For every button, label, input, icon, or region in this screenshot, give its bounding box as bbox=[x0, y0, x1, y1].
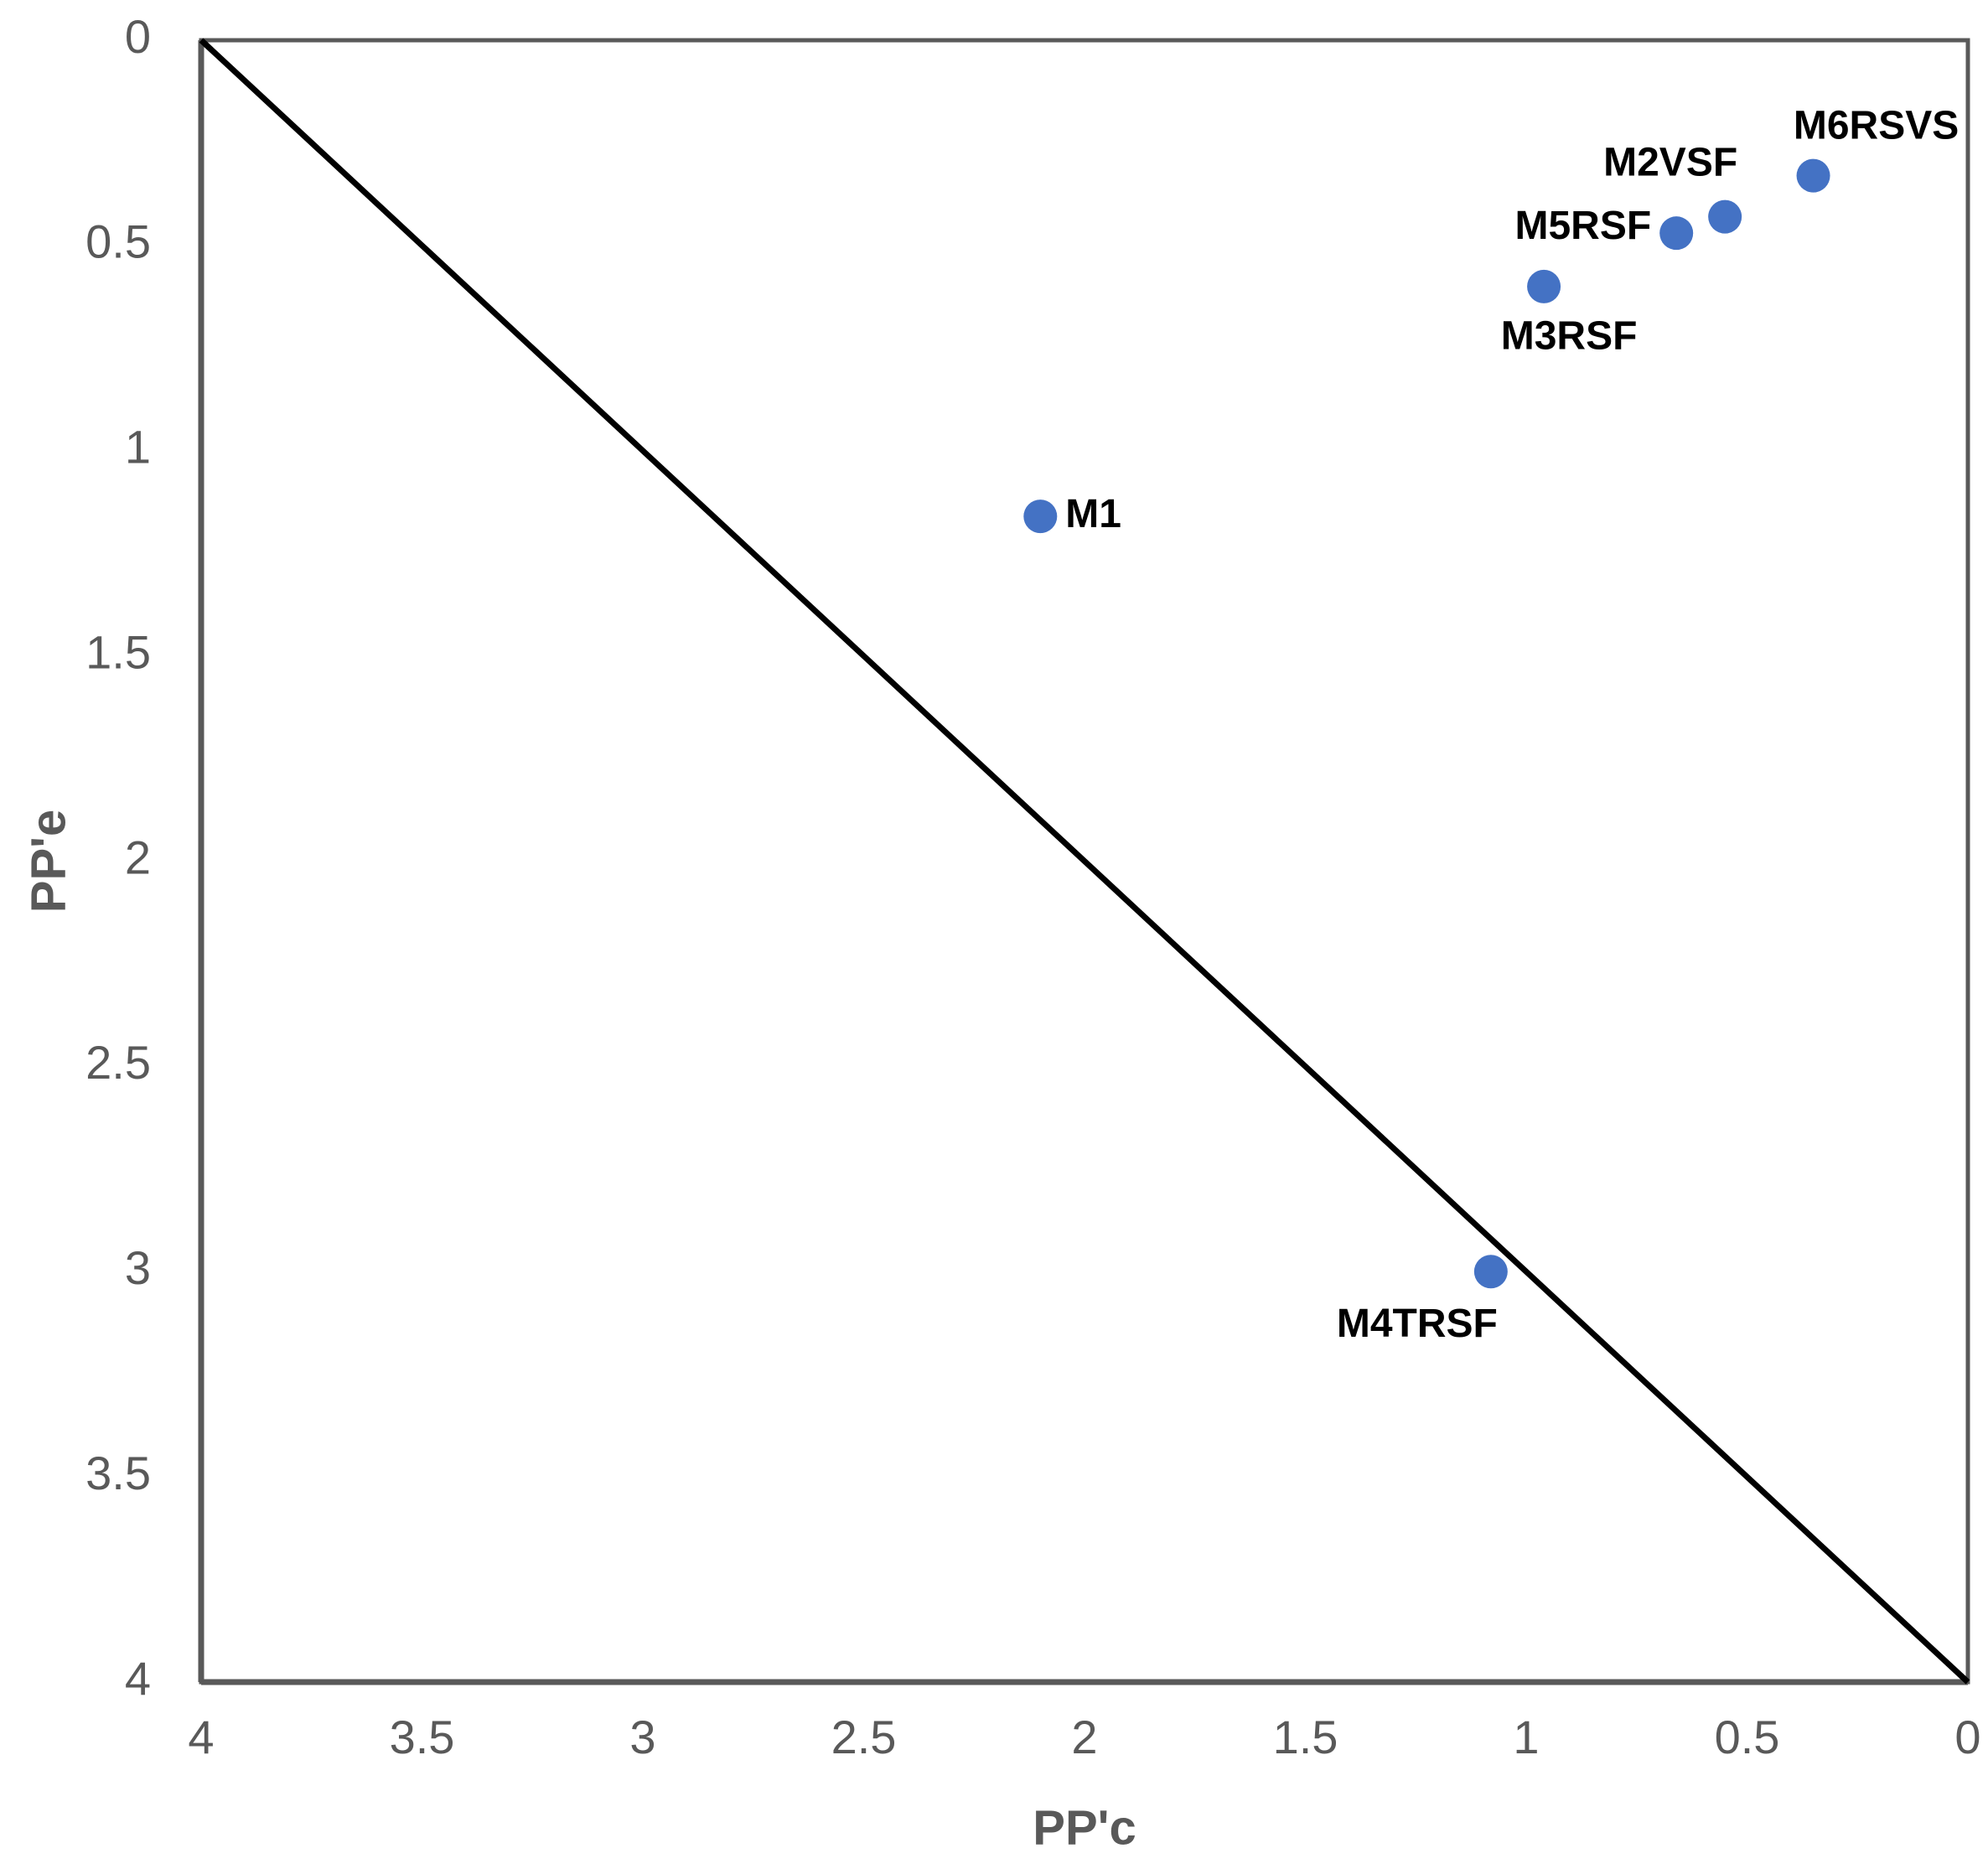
x-tick-label: 2 bbox=[1071, 1711, 1097, 1763]
y-axis-title: PP'e bbox=[21, 810, 75, 913]
y-tick-label: 0 bbox=[125, 10, 151, 63]
y-tick-label: 1.5 bbox=[85, 625, 151, 678]
data-label: M1 bbox=[1065, 492, 1121, 536]
x-axis-title: PP'c bbox=[1033, 1800, 1136, 1855]
data-label: M6RSVS bbox=[1794, 103, 1959, 148]
data-point bbox=[1527, 269, 1561, 303]
data-point bbox=[1796, 158, 1830, 193]
x-tick-label: 4 bbox=[188, 1711, 214, 1763]
y-tick-label: 1 bbox=[125, 421, 151, 474]
data-point bbox=[1659, 216, 1694, 251]
data-point bbox=[1708, 199, 1742, 234]
x-tick-label: 0 bbox=[1954, 1711, 1980, 1763]
data-label: M2VSF bbox=[1603, 140, 1737, 184]
y-tick-label: 4 bbox=[125, 1652, 151, 1705]
y-tick-label: 2.5 bbox=[85, 1036, 151, 1089]
data-label: M5RSF bbox=[1514, 204, 1651, 248]
x-tick-label: 3 bbox=[629, 1711, 655, 1763]
x-tick-label: 3.5 bbox=[390, 1711, 455, 1763]
data-label: M3RSF bbox=[1501, 314, 1638, 359]
y-tick-label: 2 bbox=[125, 831, 151, 883]
data-point bbox=[1023, 500, 1058, 534]
reference-line bbox=[199, 38, 1970, 1685]
x-tick-label: 1.5 bbox=[1273, 1711, 1338, 1763]
y-tick-label: 3 bbox=[125, 1241, 151, 1294]
x-tick-label: 2.5 bbox=[831, 1711, 897, 1763]
data-label: M4TRSF bbox=[1337, 1302, 1498, 1346]
data-point bbox=[1473, 1255, 1508, 1289]
x-tick-label: 0.5 bbox=[1715, 1711, 1780, 1763]
x-tick-label: 1 bbox=[1513, 1711, 1539, 1763]
y-tick-label: 0.5 bbox=[85, 215, 151, 268]
y-tick-label: 3.5 bbox=[85, 1447, 151, 1499]
